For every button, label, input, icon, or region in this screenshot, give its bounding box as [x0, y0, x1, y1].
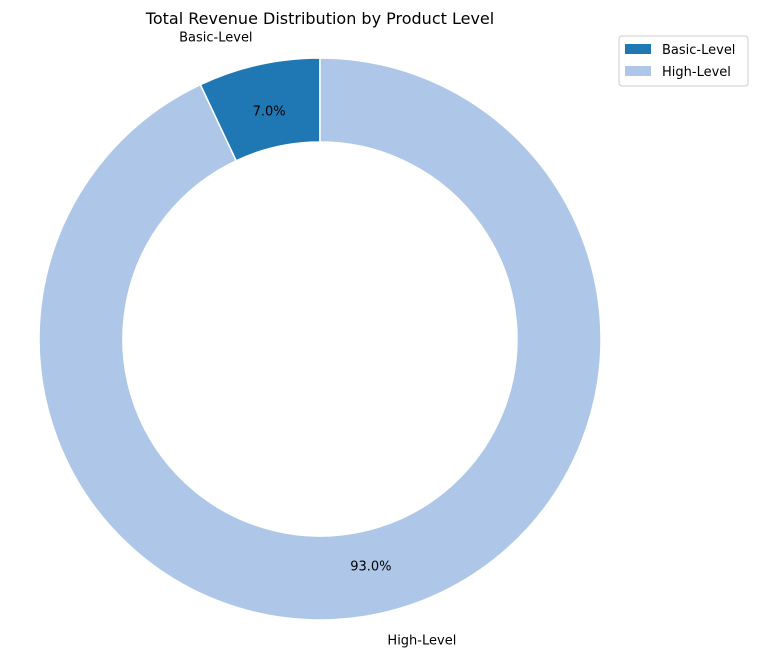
legend-item-high-level: High-Level: [625, 65, 731, 80]
chart-title: Total Revenue Distribution by Product Le…: [145, 9, 494, 28]
slice-high-level: [38, 57, 602, 621]
legend-label-high-level: High-Level: [662, 65, 731, 80]
legend: Basic-Level High-Level: [618, 35, 749, 87]
legend-swatch-basic-level: [625, 44, 651, 54]
slice-label-basic-level: Basic-Level: [179, 30, 252, 45]
legend-frame: [618, 35, 749, 87]
labels-group: 7.0% Basic-Level 93.0% High-Level: [179, 30, 456, 648]
legend-item-basic-level: Basic-Level: [625, 43, 735, 58]
legend-swatch-high-level: [625, 66, 651, 76]
slices-group: [38, 57, 602, 621]
slice-label-high-level: High-Level: [387, 634, 456, 649]
pct-label-basic-level: 7.0%: [253, 104, 286, 119]
pct-label-high-level: 93.0%: [350, 560, 391, 575]
legend-label-basic-level: Basic-Level: [662, 43, 735, 58]
